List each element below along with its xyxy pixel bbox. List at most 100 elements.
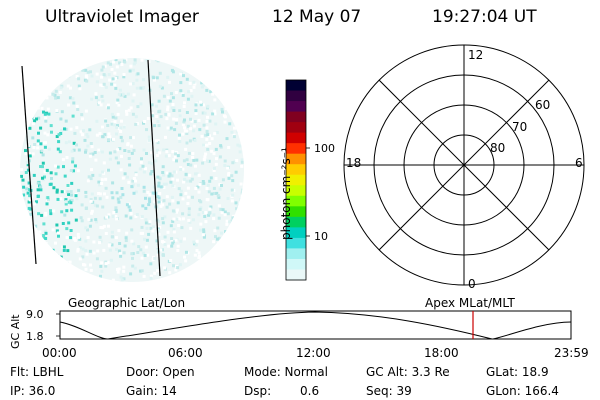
image-pixel [213,166,216,170]
image-pixel [168,80,171,84]
image-pixel [154,159,158,163]
image-pixel [87,278,90,282]
image-pixel [234,170,238,174]
image-pixel [69,201,73,205]
image-pixel [236,203,240,207]
image-pixel [20,223,23,227]
image-pixel [28,194,32,198]
image-pixel [144,245,148,249]
image-pixel [85,133,89,137]
image-pixel [30,109,34,112]
image-pixel [183,177,187,181]
image-pixel [44,78,48,82]
image-pixel [199,103,203,107]
x-tick-0600: 06:00 [168,346,203,360]
image-pixel [147,203,151,207]
image-pixel [77,188,81,192]
image-pixel [76,169,80,173]
colorbar-units: photon cm⁻²s⁻¹ [279,147,293,240]
image-pixel [176,154,180,158]
image-pixel [24,262,28,266]
image-pixel [121,92,125,96]
image-pixel [142,189,146,193]
image-pixel [168,202,172,206]
image-pixel [113,150,117,154]
image-pixel [84,239,88,243]
image-pixel [203,79,207,83]
image-pixel [39,165,43,168]
image-pixel [195,172,199,176]
image-pixel [203,262,207,266]
image-pixel [235,213,239,217]
image-pixel [107,132,111,136]
image-pixel [194,164,197,168]
image-pixel [25,161,29,165]
image-pixel [157,232,161,236]
image-pixel [84,109,88,113]
image-pixel [25,280,29,282]
image-pixel [192,65,196,69]
colorbar [285,79,310,281]
image-pixel [231,179,235,183]
image-pixel [90,192,94,196]
image-pixel [144,196,147,200]
image-pixel [147,135,151,139]
image-pixel [110,112,114,116]
image-pixel [108,151,112,155]
image-pixel [137,245,141,249]
image-pixel [207,190,211,194]
image-pixel [182,105,186,108]
image-pixel [89,199,93,203]
image-pixel [78,257,82,261]
image-pixel [71,160,75,164]
image-pixel [101,135,105,139]
image-pixel [212,213,216,217]
timeline-left-label: Geographic Lat/Lon [68,296,186,310]
image-pixel [232,271,236,275]
image-pixel [44,211,48,215]
image-pixel [159,185,163,189]
image-pixel [122,269,126,273]
image-pixel [25,82,29,85]
image-pixel [217,241,221,245]
image-pixel [83,138,87,142]
image-pixel [84,267,88,271]
image-pixel [74,218,78,222]
image-pixel [48,92,52,96]
image-pixel [223,210,227,214]
image-pixel [142,121,145,125]
image-pixel [194,187,198,190]
image-pixel [235,260,238,264]
image-pixel [164,154,168,158]
image-pixel [61,259,65,263]
image-pixel [98,101,101,105]
image-pixel [134,115,138,119]
image-pixel [238,249,242,252]
image-pixel [226,104,230,108]
image-pixel [147,161,151,165]
image-pixel [46,196,50,200]
image-pixel [172,217,176,221]
image-pixel [148,200,152,204]
image-pixel [31,136,35,140]
image-pixel [78,237,82,241]
image-pixel [25,98,29,101]
image-pixel [44,141,47,145]
image-pixel [40,106,44,110]
image-pixel [161,240,164,244]
image-pixel [86,228,89,232]
image-pixel [164,182,168,186]
image-pixel [95,119,99,123]
image-pixel [115,65,119,69]
image-pixel [227,146,231,149]
image-pixel [228,248,232,252]
image-pixel [94,96,98,100]
image-pixel [199,222,203,226]
image-pixel [183,255,186,259]
image-pixel [45,85,49,89]
image-pixel [163,215,167,219]
image-pixel [201,233,205,237]
image-pixel [87,175,91,179]
image-pixel [116,197,120,201]
image-pixel [132,93,136,97]
